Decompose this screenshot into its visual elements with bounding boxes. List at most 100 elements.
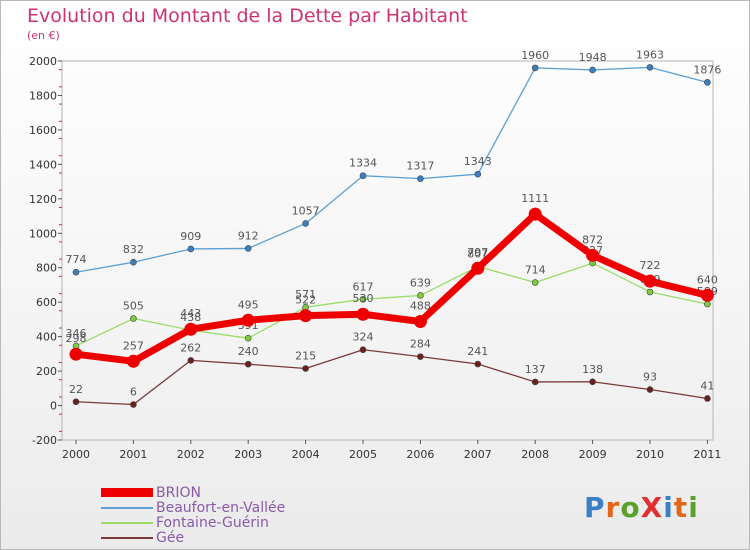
x-tick-label: 2001 (119, 448, 147, 461)
x-tick-label: 2009 (579, 448, 607, 461)
legend-label: Beaufort-en-Vallée (156, 499, 286, 516)
data-point (299, 309, 313, 323)
y-tick-label: 1000 (29, 227, 57, 240)
legend: BRION Beaufort-en-Vallée Fontaine-Guérin Gé… (101, 484, 286, 546)
y-tick-label: 600 (36, 296, 57, 309)
data-label: 257 (123, 339, 144, 352)
x-tick-label: 2008 (521, 448, 549, 461)
y-tick-label: 1800 (29, 89, 57, 102)
data-label: 722 (640, 259, 661, 272)
data-point (531, 64, 539, 72)
data-label: 640 (697, 273, 718, 286)
x-tick-label: 2002 (177, 448, 205, 461)
data-label: 909 (180, 230, 201, 243)
data-label: 1111 (521, 192, 549, 205)
legend-swatch (101, 488, 153, 497)
data-point (244, 245, 252, 252)
data-point (302, 365, 309, 372)
data-label: 241 (467, 345, 488, 358)
data-label: 284 (410, 338, 431, 351)
data-label: 1948 (579, 51, 607, 64)
data-point (646, 64, 654, 71)
y-tick-label: -200 (32, 434, 57, 447)
data-point (302, 220, 309, 227)
legend-item: BRION (101, 484, 285, 501)
data-point (700, 288, 714, 302)
legend-item: Beaufort-en-Vallée (101, 499, 286, 516)
x-tick-label: 2000 (62, 448, 90, 461)
data-label: 872 (582, 233, 603, 246)
data-point (531, 378, 539, 386)
data-point (474, 360, 482, 368)
logo-letter: P (584, 491, 606, 524)
data-point (471, 261, 485, 275)
data-point (704, 79, 711, 86)
x-tick-label: 2006 (406, 448, 434, 461)
data-point (531, 279, 539, 286)
data-label: 1057 (292, 204, 320, 217)
logo-letter: i (663, 491, 674, 524)
data-point (130, 401, 137, 408)
data-point (646, 386, 654, 393)
data-point (417, 353, 424, 360)
data-label: 137 (525, 363, 546, 376)
data-label: 774 (66, 253, 87, 266)
x-tick-label: 2007 (464, 448, 492, 461)
data-label: 22 (69, 383, 83, 396)
data-label: 1334 (349, 157, 377, 170)
data-point (69, 347, 83, 361)
data-point (356, 307, 370, 321)
data-point (589, 66, 596, 74)
x-tick-label: 2011 (693, 448, 721, 461)
legend-label: Gée (156, 529, 185, 546)
legend-label: BRION (156, 484, 201, 501)
logo-letter: X (640, 491, 664, 524)
data-label: 505 (123, 300, 144, 313)
legend-item: Gée (101, 529, 285, 546)
data-point (417, 175, 424, 182)
data-label: 298 (66, 332, 87, 345)
y-tick-label: 200 (36, 365, 57, 378)
proxiti-logo: ProXiti (584, 491, 699, 524)
y-tick-label: 1600 (29, 124, 57, 137)
data-label: 438 (180, 311, 201, 324)
data-point (589, 378, 596, 386)
data-label: 1876 (693, 63, 721, 76)
series-line (75, 262, 709, 347)
y-tick-label: 1200 (29, 193, 57, 206)
data-point (130, 258, 137, 266)
data-label: 530 (353, 292, 374, 305)
data-label: 714 (525, 264, 546, 277)
data-label: 571 (295, 288, 316, 301)
data-label: 807 (467, 248, 488, 261)
data-point (72, 268, 80, 276)
data-point (586, 248, 600, 262)
data-point (643, 274, 657, 288)
data-label: 6 (130, 386, 137, 399)
legend-swatch (101, 536, 153, 539)
data-point (126, 354, 140, 368)
data-point (72, 398, 80, 406)
logo-letter: o (620, 491, 641, 524)
y-tick-label: 0 (50, 400, 57, 413)
y-tick-label: 800 (36, 262, 57, 275)
data-point (474, 170, 482, 178)
series-line (75, 66, 709, 273)
data-label: 41 (700, 379, 714, 392)
data-label: 1343 (464, 155, 492, 168)
logo-letter: t (673, 491, 689, 524)
data-point (130, 315, 137, 322)
data-point (184, 322, 198, 336)
logo-letter: r (605, 491, 621, 524)
data-label: 639 (410, 276, 431, 289)
data-label: 1963 (636, 48, 664, 61)
y-tick-label: 400 (36, 331, 57, 344)
data-label: 488 (410, 299, 431, 312)
data-point (646, 288, 654, 296)
data-point (359, 346, 367, 354)
data-point (241, 313, 255, 327)
data-label: 93 (643, 371, 657, 384)
data-point (413, 314, 427, 328)
data-point (187, 357, 195, 364)
